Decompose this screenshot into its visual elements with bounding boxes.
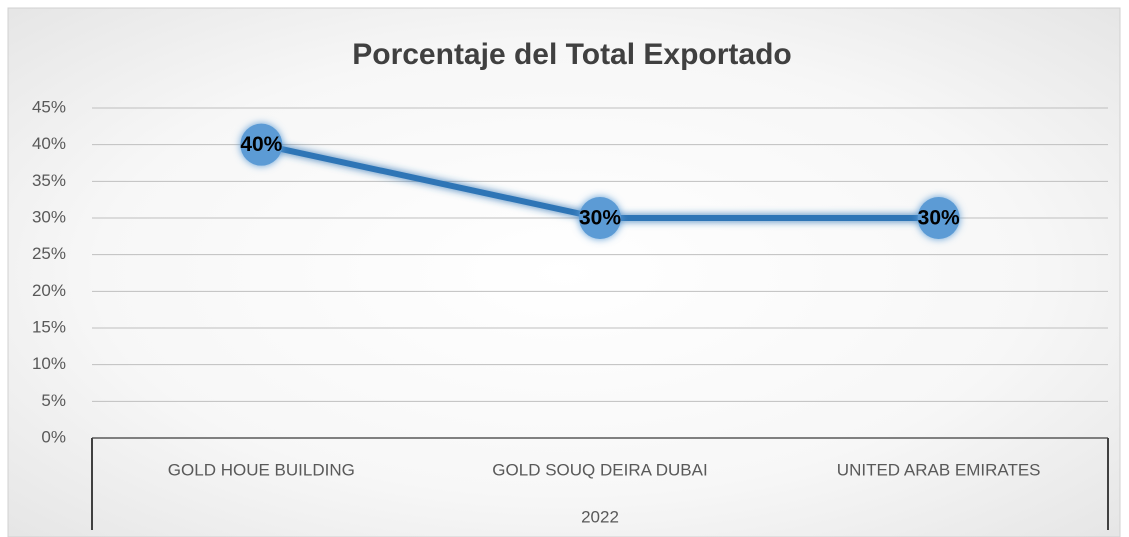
y-tick-label: 35% xyxy=(32,171,66,190)
category-group-label: 2022 xyxy=(581,507,619,526)
y-tick-label: 40% xyxy=(32,134,66,153)
data-label: 30% xyxy=(579,207,621,230)
x-tick-label: GOLD SOUQ DEIRA DUBAI xyxy=(492,460,707,479)
y-tick-label: 45% xyxy=(32,97,66,116)
y-tick-label: 0% xyxy=(41,427,66,446)
x-tick-label: GOLD HOUE BUILDING xyxy=(168,460,355,479)
data-label: 30% xyxy=(918,207,960,230)
chart-area xyxy=(7,7,1121,537)
y-tick-label: 15% xyxy=(32,317,66,336)
y-tick-label: 20% xyxy=(32,281,66,300)
y-tick-label: 30% xyxy=(32,207,66,226)
marker xyxy=(579,197,621,239)
y-tick-label: 5% xyxy=(41,391,66,410)
marker xyxy=(917,197,960,239)
y-tick-label: 10% xyxy=(32,354,66,373)
data-label: 40% xyxy=(240,133,282,156)
chart-title: Porcentaje del Total Exportado xyxy=(352,38,792,71)
x-tick-label: UNITED ARAB EMIRATES xyxy=(837,460,1041,479)
y-tick-label: 25% xyxy=(32,244,66,263)
marker xyxy=(240,123,283,166)
